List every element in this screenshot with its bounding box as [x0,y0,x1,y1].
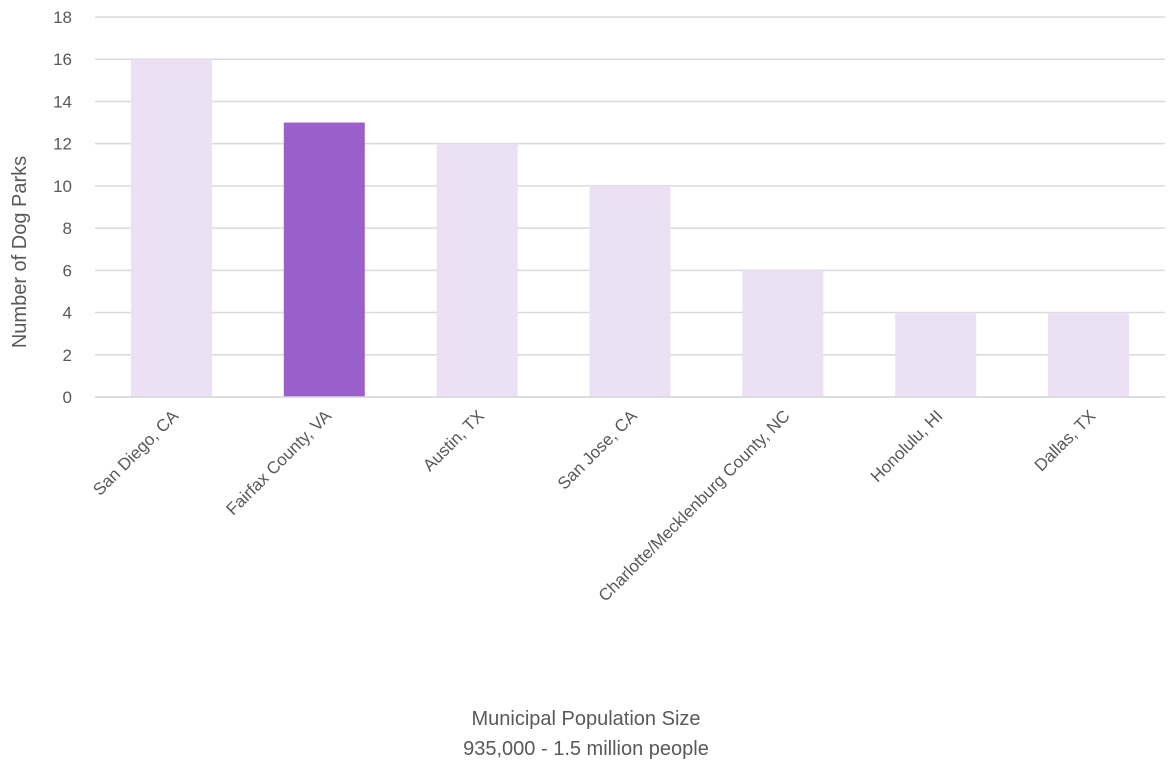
x-category-label: San Diego, CA [89,406,182,499]
y-tick-label: 0 [63,388,72,407]
bar-1 [130,59,212,397]
bar-5 [742,270,824,397]
x-category-label: Charlotte/Mecklenburg County, NC [595,406,794,605]
bars [95,59,1165,398]
x-category-label: Austin, TX [419,406,488,475]
y-tick-label: 6 [63,261,72,280]
bar-7 [1048,312,1130,397]
x-category-label: Fairfax County, VA [223,406,336,519]
bar-3 [436,143,518,397]
y-tick-label: 18 [53,8,72,27]
y-tick-label: 2 [63,346,72,365]
y-tick-label: 12 [53,135,72,154]
bar-6 [895,312,977,397]
x-axis-title: Municipal Population Size [471,708,700,730]
y-tick-label: 14 [53,92,72,111]
y-tick-label: 8 [63,219,72,238]
y-tick-label: 16 [53,50,72,69]
y-tick-label: 4 [63,304,72,323]
y-axis-title: Number of Dog Parks [9,156,31,348]
bar-4 [589,185,671,397]
x-axis-categories: San Diego, CA Fairfax County, VA Austin, T… [89,406,1099,605]
x-category-label: Honolulu, HI [867,406,947,486]
x-category-label: Dallas, TX [1031,406,1100,475]
y-tick-label: 10 [53,177,72,196]
y-axis-ticks: 0 2 4 6 8 10 12 14 16 18 [53,8,72,407]
bar-2 [283,122,365,398]
x-axis-subtitle: 935,000 - 1.5 million people [463,738,709,760]
x-category-label: San Jose, CA [554,406,641,493]
